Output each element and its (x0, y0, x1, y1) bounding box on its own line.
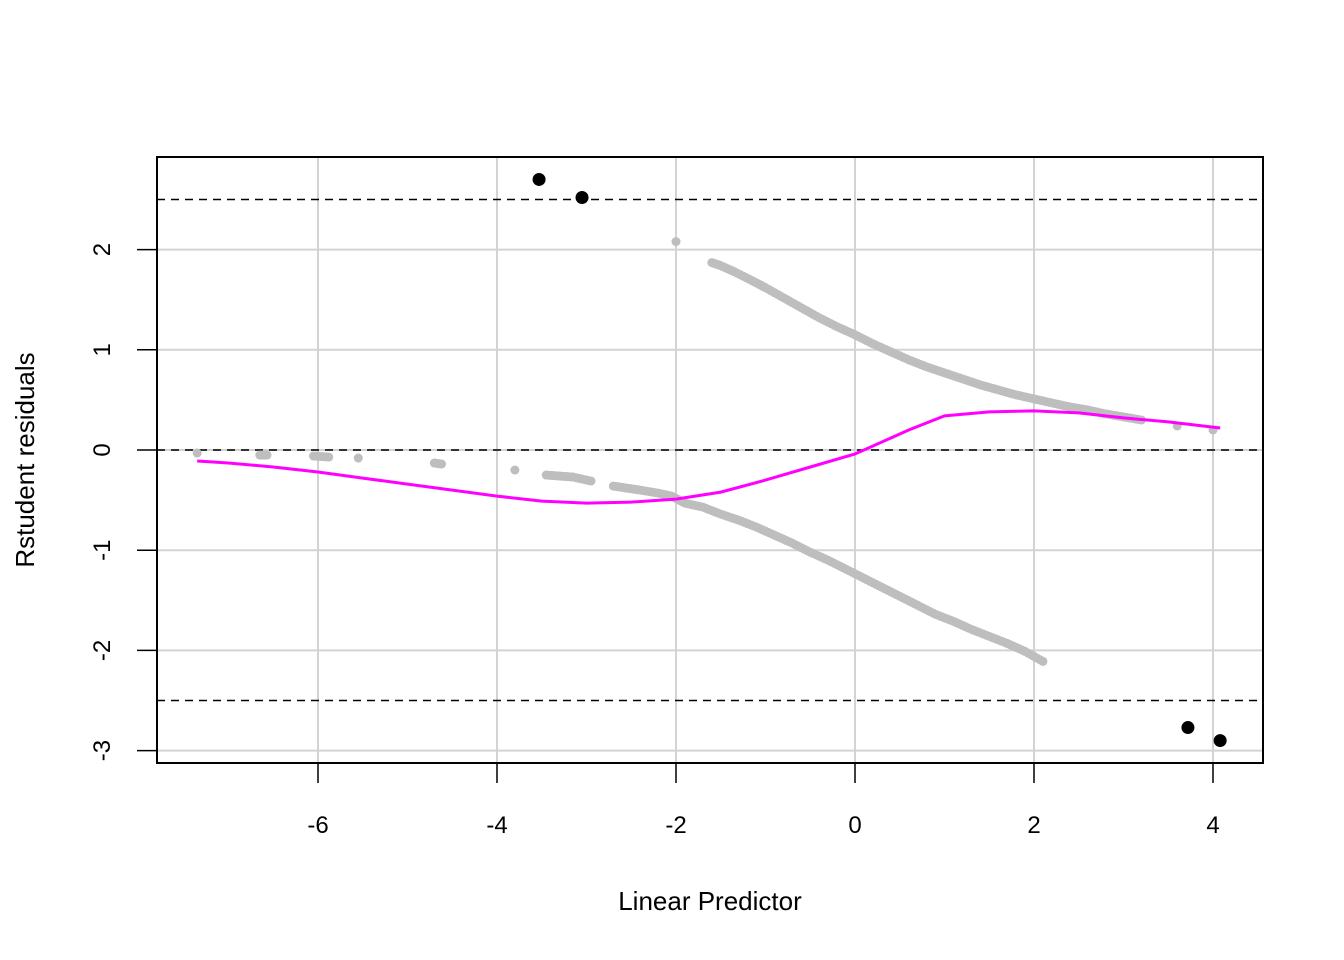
x-tick-label: 2 (1027, 812, 1040, 839)
x-tick-label: 4 (1206, 812, 1219, 839)
residual-point (1038, 656, 1048, 666)
y-tick-label: 1 (89, 343, 116, 356)
residual-point (510, 465, 520, 475)
smoother-line (197, 409, 1221, 505)
x-tick-label: -6 (307, 812, 328, 839)
residual-point (437, 459, 447, 469)
x-axis-title: Linear Predictor (618, 886, 802, 916)
residual-point (192, 448, 202, 458)
outlier-points (532, 172, 1227, 748)
residual-point (262, 450, 272, 460)
y-tick-label: 0 (89, 443, 116, 456)
outlier-point (575, 190, 589, 204)
y-axis: 2 1 0 -1 -2 -3 (89, 243, 157, 761)
y-tick-label: 2 (89, 243, 116, 256)
smoother-curve (197, 409, 1221, 505)
residual-point (324, 452, 334, 462)
x-tick-label: -2 (665, 812, 686, 839)
x-tick-label: 0 (848, 812, 861, 839)
x-axis: -6 -4 -2 0 2 4 (307, 763, 1220, 839)
outlier-point (532, 172, 546, 186)
y-tick-label: -3 (89, 740, 116, 761)
x-tick-label: -4 (486, 812, 507, 839)
outlier-point (1213, 734, 1227, 748)
reference-lines (157, 198, 1263, 702)
residual-points (192, 237, 1218, 666)
residual-point (586, 476, 596, 486)
residual-point (353, 453, 363, 463)
y-tick-label: -2 (89, 640, 116, 661)
residual-point (671, 237, 681, 247)
outlier-point (1181, 721, 1195, 735)
y-axis-title: Rstudent residuals (10, 352, 40, 567)
plot-frame (156, 156, 1264, 764)
y-tick-label: -1 (89, 540, 116, 561)
